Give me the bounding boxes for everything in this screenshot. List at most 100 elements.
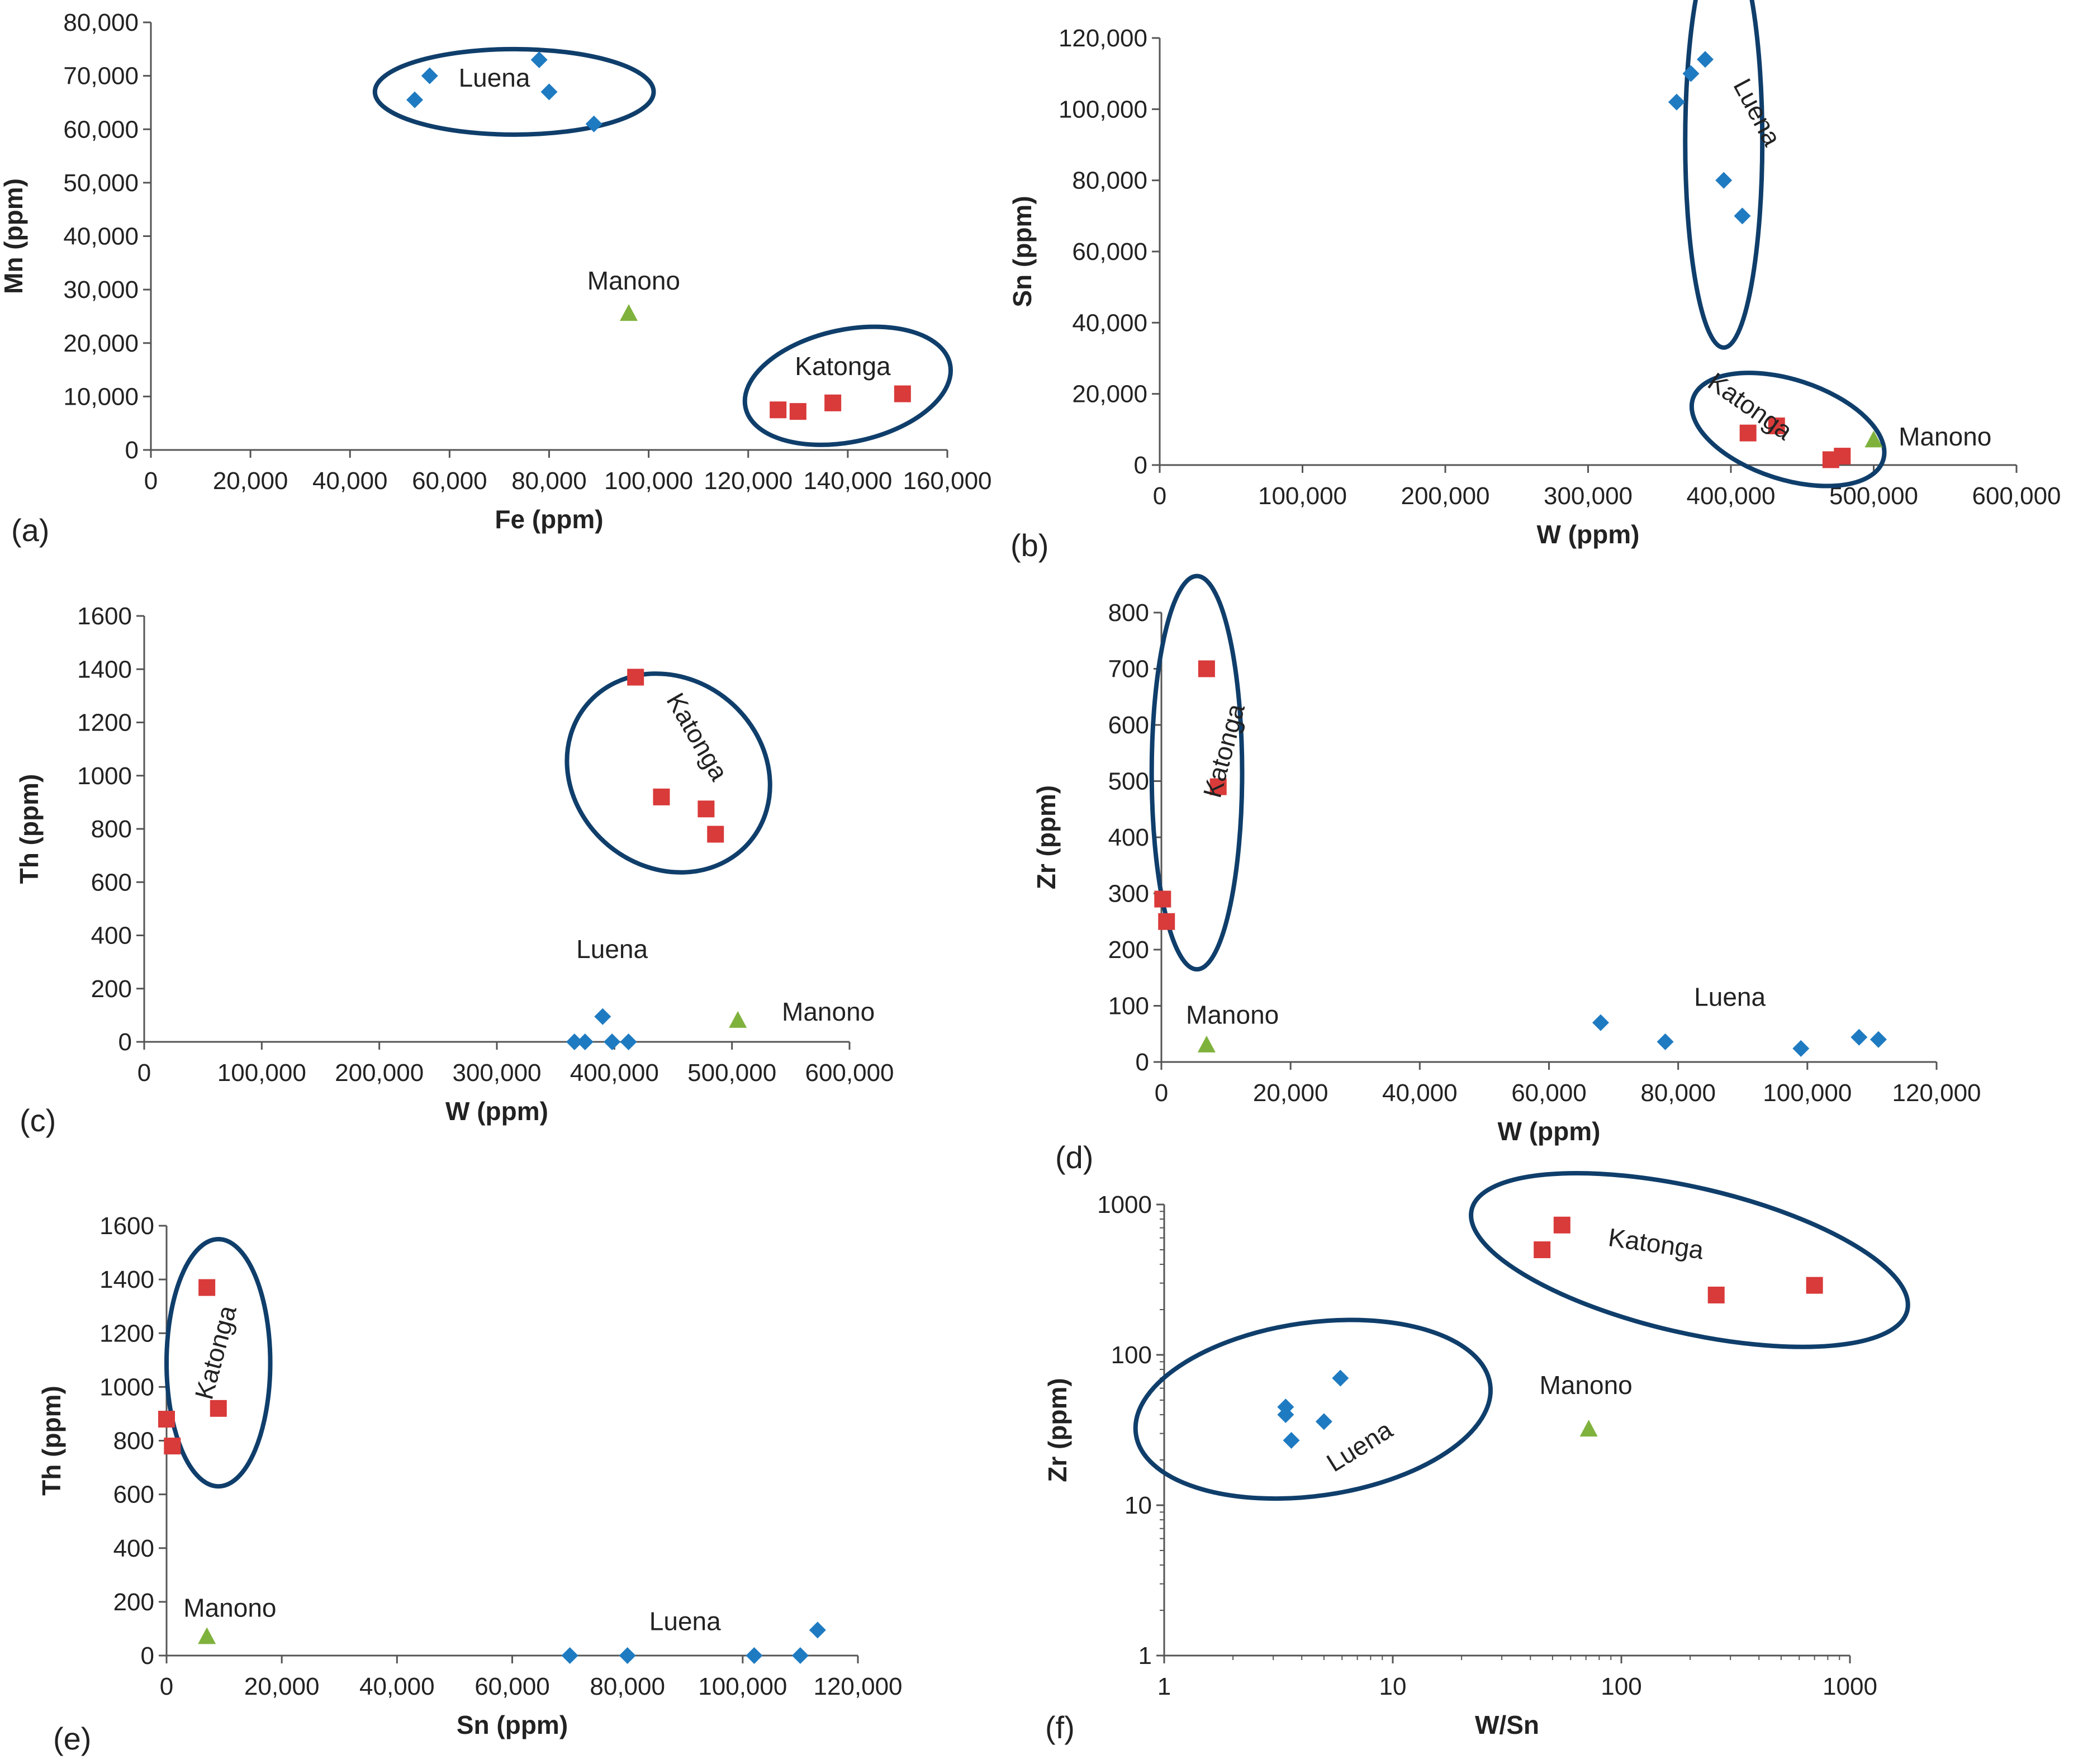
luena-point — [1277, 1406, 1294, 1424]
katonga-point — [1768, 417, 1785, 434]
x-tick-label: 120,000 — [1892, 1079, 1981, 1107]
luena-point — [530, 51, 548, 68]
group-label-manono: Manono — [587, 266, 680, 295]
manono-point — [729, 1011, 747, 1028]
y-axis-label: Th (ppm) — [37, 1386, 66, 1496]
y-tick-label: 70,000 — [63, 63, 139, 90]
group-label-katonga: Katonga — [189, 1302, 242, 1402]
y-tick-label: 40,000 — [63, 223, 139, 250]
x-tick-label: 120,000 — [813, 1673, 902, 1700]
panel-c: 0 100,000 200,000 300,000 400,000 500,000 600,… — [15, 603, 894, 1138]
katonga-point — [1739, 424, 1757, 442]
katonga-point — [1198, 660, 1215, 677]
x-axis-label: Sn (ppm) — [457, 1710, 568, 1739]
group-ellipse — [742, 324, 953, 447]
luena-point — [1332, 1369, 1349, 1387]
y-tick-label: 600 — [91, 869, 132, 896]
x-tick-label: 600,000 — [805, 1059, 894, 1087]
x-tick-label: 10 — [1379, 1673, 1407, 1700]
y-tick-label: 60,000 — [63, 116, 139, 143]
x-tick-label: 100,000 — [698, 1673, 787, 1700]
x-tick-label: 120,000 — [704, 467, 793, 495]
y-tick-label: 100,000 — [1059, 96, 1147, 123]
x-tick-label: 0 — [1153, 482, 1166, 510]
y-tick-label: 20,000 — [63, 330, 139, 357]
group-ellipse — [1689, 371, 1887, 489]
y-tick-label: 20,000 — [1072, 381, 1147, 408]
luena-point — [1792, 1040, 1810, 1057]
luena-point — [561, 1647, 578, 1664]
panel-label: (a) — [11, 513, 49, 548]
x-tick-label: 80,000 — [511, 467, 587, 495]
y-tick-label: 40,000 — [1072, 309, 1147, 336]
x-tick-label: 20,000 — [213, 467, 288, 495]
katonga-point — [1158, 913, 1175, 930]
x-tick-label: 100,000 — [217, 1059, 306, 1087]
luena-point — [1657, 1033, 1674, 1050]
x-tick-label: 1 — [1157, 1673, 1171, 1700]
katonga-point — [1209, 778, 1227, 795]
x-tick-label: 40,000 — [312, 467, 388, 495]
luena-point — [406, 91, 424, 108]
katonga-point — [1154, 890, 1171, 908]
y-axis-label: Th (ppm) — [15, 774, 44, 884]
katonga-point — [1806, 1277, 1823, 1294]
x-tick-label: 60,000 — [1511, 1079, 1587, 1107]
y-tick-label: 300 — [1108, 880, 1149, 908]
group-label-luena: Luena — [1321, 1415, 1397, 1477]
y-axis-label: Sn (ppm) — [1008, 196, 1037, 307]
group-label-luena: Luena — [649, 1606, 721, 1635]
luena-point — [421, 67, 438, 84]
x-axis-label: W (ppm) — [445, 1097, 548, 1126]
luena-point — [1682, 65, 1700, 82]
group-ellipse — [1133, 1317, 1493, 1501]
luena-point — [540, 83, 558, 101]
katonga-point — [210, 1400, 227, 1417]
panel-label: (b) — [1010, 528, 1048, 563]
x-tick-label: 100,000 — [1763, 1079, 1852, 1107]
y-tick-label: 800 — [113, 1428, 154, 1455]
luena-point — [594, 1008, 611, 1025]
y-tick-label: 120,000 — [1059, 25, 1147, 52]
group-label-luena: Luena — [1694, 983, 1766, 1012]
y-tick-label: 0 — [141, 1642, 154, 1670]
y-tick-label: 800 — [91, 815, 132, 843]
luena-point — [1715, 172, 1733, 189]
y-tick-label: 400 — [91, 922, 132, 950]
katonga-point — [1553, 1216, 1570, 1234]
y-axis-label: Mn (ppm) — [0, 178, 28, 294]
y-tick-label: 600 — [1108, 712, 1149, 739]
x-tick-label: 40,000 — [1382, 1079, 1458, 1107]
group-ellipse — [1683, 0, 1765, 350]
katonga-point — [894, 385, 911, 402]
x-tick-label: 20,000 — [1253, 1079, 1328, 1107]
y-tick-label: 10 — [1124, 1492, 1152, 1519]
luena-point — [1315, 1413, 1332, 1430]
manono-point — [1197, 1035, 1216, 1052]
luena-point — [604, 1033, 621, 1050]
x-tick-label: 80,000 — [1640, 1079, 1716, 1107]
y-tick-label: 1 — [1138, 1642, 1152, 1670]
group-label-manono: Manono — [1899, 422, 1991, 451]
luena-point — [1734, 207, 1751, 225]
luena-point — [1283, 1431, 1300, 1449]
x-tick-label: 300,000 — [1544, 482, 1633, 510]
katonga-point — [770, 401, 787, 419]
group-ellipse — [372, 46, 656, 137]
y-tick-label: 1000 — [77, 762, 132, 790]
group-ellipse — [564, 671, 772, 875]
luena-point — [1668, 93, 1685, 111]
y-tick-label: 700 — [1108, 656, 1149, 683]
manono-point — [1579, 1420, 1598, 1437]
y-tick-label: 50,000 — [63, 169, 139, 197]
y-tick-label: 200 — [1108, 936, 1149, 964]
y-tick-label: 600 — [113, 1481, 154, 1509]
y-tick-label: 80,000 — [1072, 167, 1147, 195]
x-tick-label: 1000 — [1823, 1673, 1877, 1700]
katonga-point — [824, 394, 842, 411]
panel-f: 1 10 100 1000 1 10 100 1000 W/Sn Zr (ppm) (f) Katon… — [1043, 1170, 1910, 1745]
katonga-point — [198, 1279, 216, 1296]
panel-label: (e) — [53, 1721, 91, 1756]
panel-label: (f) — [1045, 1710, 1075, 1745]
